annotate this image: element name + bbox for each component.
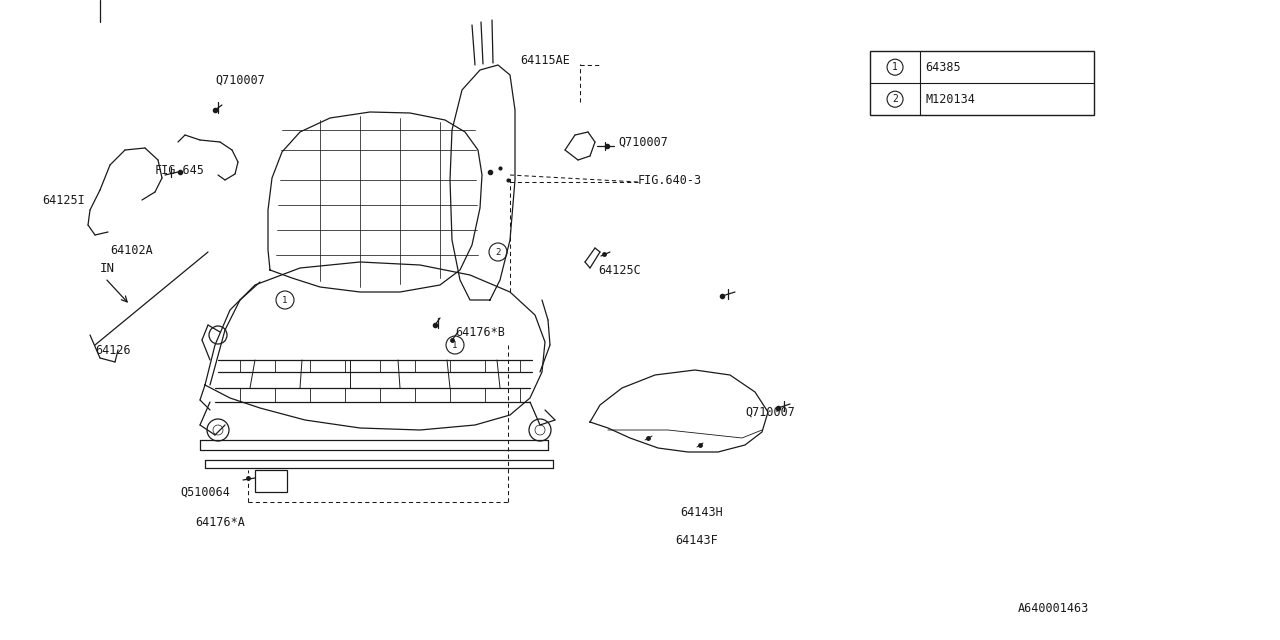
- Bar: [255, 470, 287, 492]
- Text: 2: 2: [892, 94, 899, 104]
- Text: M120134: M120134: [925, 93, 975, 106]
- Text: 64102A: 64102A: [110, 243, 152, 257]
- Text: IN: IN: [100, 262, 115, 275]
- Text: FIG.645: FIG.645: [155, 163, 205, 177]
- Text: Q710007: Q710007: [745, 406, 795, 419]
- Text: 64385: 64385: [925, 61, 961, 74]
- Text: Q510064: Q510064: [180, 486, 230, 499]
- Text: Q710007: Q710007: [215, 74, 265, 86]
- Text: 2: 2: [495, 248, 500, 257]
- Text: 64143F: 64143F: [675, 534, 718, 547]
- Text: 64176*A: 64176*A: [195, 515, 244, 529]
- Text: 64176*B: 64176*B: [454, 326, 504, 339]
- Text: 64115AE: 64115AE: [520, 54, 570, 67]
- Text: 64125I: 64125I: [42, 193, 84, 207]
- Text: 64126: 64126: [95, 344, 131, 356]
- Text: Q710007: Q710007: [618, 136, 668, 148]
- Text: 64143H: 64143H: [680, 506, 723, 518]
- Text: 1: 1: [452, 340, 458, 349]
- Text: FIG.640-3: FIG.640-3: [637, 173, 703, 186]
- Bar: [870, 51, 1094, 115]
- Text: 1: 1: [283, 296, 288, 305]
- Text: A640001463: A640001463: [1018, 602, 1089, 614]
- Text: 1: 1: [892, 62, 899, 72]
- Text: 64125C: 64125C: [598, 264, 641, 276]
